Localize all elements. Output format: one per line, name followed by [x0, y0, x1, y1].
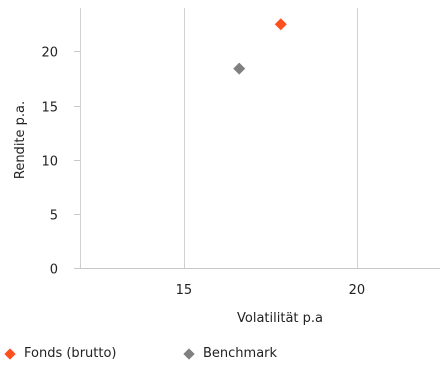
tick-labels: 0 5 10 15 20 15 20 — [41, 46, 365, 299]
axes — [74, 51, 440, 269]
grid-lines — [80, 8, 358, 268]
legend: Fonds (brutto) Benchmark — [0, 346, 440, 370]
data-points — [233, 18, 287, 75]
benchmark-point — [233, 62, 246, 75]
legend-item-fonds: Fonds (brutto) — [4, 346, 117, 361]
legend-label-benchmark: Benchmark — [203, 346, 278, 361]
legend-marker-fonds-icon — [4, 347, 16, 360]
y-tick-label: 20 — [41, 46, 58, 61]
x-tick-label: 20 — [349, 283, 366, 298]
x-axis-title: Volatilität p.a — [237, 311, 323, 326]
y-tick-label: 10 — [41, 155, 58, 170]
y-axis-title: Rendite p.a. — [13, 101, 28, 179]
y-tick-label: 15 — [41, 101, 58, 116]
legend-label-fonds: Fonds (brutto) — [24, 346, 117, 361]
y-tick-label: 5 — [50, 209, 58, 224]
y-tick-label: 0 — [50, 263, 58, 278]
legend-marker-benchmark-icon — [183, 347, 195, 360]
fonds-point — [274, 18, 287, 31]
legend-item-benchmark: Benchmark — [183, 346, 278, 361]
x-tick-label: 15 — [176, 283, 193, 298]
